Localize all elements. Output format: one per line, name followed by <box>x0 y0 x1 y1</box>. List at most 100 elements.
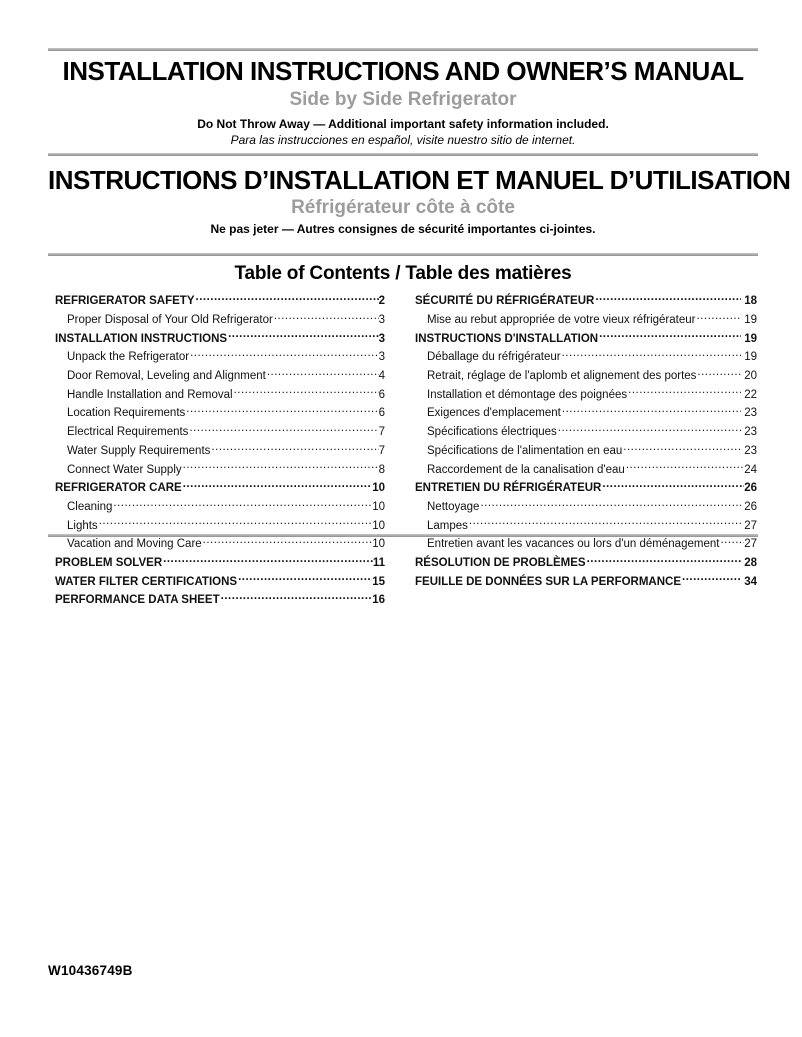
toc-dot-leader <box>233 383 379 397</box>
toc-dot-leader <box>210 440 378 454</box>
toc-dot-leader <box>594 290 741 304</box>
toc-entry-label: WATER FILTER CERTIFICATIONS <box>55 575 238 588</box>
toc-entry: Connect Water Supply 8 <box>55 458 385 477</box>
toc-dot-leader <box>681 570 741 584</box>
toc-dot-leader <box>557 421 741 435</box>
toc-entry-page: 16 <box>372 594 385 607</box>
toc-entry-page: 34 <box>741 575 757 588</box>
toc-dot-leader <box>695 309 741 323</box>
toc-dot-leader <box>220 589 373 603</box>
toc-entry-label: Vacation and Moving Care <box>67 538 202 551</box>
toc-entry-page: 19 <box>741 332 757 345</box>
toc-entry-page: 10 <box>372 500 385 513</box>
toc-entry-label: Water Supply Requirements <box>67 444 211 457</box>
toc-entry: Nettoyage 26 <box>415 496 757 515</box>
toc-dot-leader <box>162 552 373 566</box>
toc-entry-label: REFRIGERATOR SAFETY <box>55 295 195 308</box>
toc-entry: INSTALLATION INSTRUCTIONS 3 <box>55 327 385 346</box>
toc-dot-leader <box>266 365 379 379</box>
toc-entry-label: Location Requirements <box>67 407 186 420</box>
toc-entry-label: Unpack the Refrigerator <box>67 351 190 364</box>
toc-entry-label: Spécifications de l'alimentation en eau <box>427 444 623 457</box>
toc-dot-leader <box>185 402 378 416</box>
toc-dot-leader <box>195 290 379 304</box>
toc-entry: Cleaning 10 <box>55 496 385 515</box>
toc-entry: Spécifications électriques 23 <box>415 421 757 440</box>
toc-entry: Door Removal, Leveling and Alignment 4 <box>55 365 385 384</box>
toc-entry-label: INSTRUCTIONS D'INSTALLATION <box>415 332 599 345</box>
toc-entry-label: ENTRETIEN DU RÉFRIGÉRATEUR <box>415 482 602 495</box>
toc-entry: Lampes 27 <box>415 514 757 533</box>
toc-dot-leader <box>696 365 741 379</box>
toc-entry-page: 6 <box>378 388 385 401</box>
toc-entry-label: INSTALLATION INSTRUCTIONS <box>55 332 228 345</box>
toc-entry-label: Proper Disposal of Your Old Refrigerator <box>67 314 273 327</box>
toc-entry: REFRIGERATOR CARE 10 <box>55 477 385 496</box>
toc-entry-label: Entretien avant les vacances ou lors d'u… <box>427 538 720 551</box>
toc-dot-leader <box>98 514 373 528</box>
toc-dot-leader <box>112 496 372 510</box>
toc-entry-page: 3 <box>378 314 385 327</box>
subtitle-english: Side by Side Refrigerator <box>289 89 517 110</box>
toc-dot-leader <box>189 346 379 360</box>
toc-entry: Exigences d'emplacement 23 <box>415 402 757 421</box>
toc-entry-label: Spécifications électriques <box>427 426 557 439</box>
title-french: INSTRUCTIONS D’INSTALLATION ET MANUEL D’… <box>48 165 791 195</box>
toc-entry-page: 19 <box>741 314 757 327</box>
toc-entry-label: SÉCURITÉ DU RÉFRIGÉRATEUR <box>415 295 595 308</box>
toc-dot-leader <box>182 458 379 472</box>
toc-entry-page: 6 <box>378 407 385 420</box>
note-english-bold: Do Not Throw Away — Additional important… <box>197 117 609 131</box>
toc-dot-leader <box>237 570 372 584</box>
toc-entry-page: 26 <box>744 482 757 495</box>
toc-dot-leader <box>586 552 741 566</box>
toc-entry-page: 15 <box>372 575 385 588</box>
toc-entry: Water Supply Requirements 7 <box>55 440 385 459</box>
toc-entry: Raccordement de la canalisation d'eau 24 <box>415 458 757 477</box>
toc-entry: ENTRETIEN DU RÉFRIGÉRATEUR 26 <box>415 477 757 496</box>
toc-entry: Installation et démontage des poignées 2… <box>415 383 757 402</box>
toc-entry: Mise au rebut appropriée de votre vieux … <box>415 309 757 328</box>
toc-dot-leader <box>598 327 741 341</box>
toc-entry-label: Déballage du réfrigérateur <box>427 351 561 364</box>
divider-middle <box>48 153 758 156</box>
toc-entry-label: Door Removal, Leveling and Alignment <box>67 370 266 383</box>
toc-entry-label: FEUILLE DE DONNÉES SUR LA PERFORMANCE <box>415 575 682 588</box>
toc-entry: INSTRUCTIONS D'INSTALLATION 19 <box>415 327 757 346</box>
toc-dot-leader <box>561 402 741 416</box>
toc-entry: Déballage du réfrigérateur 19 <box>415 346 757 365</box>
toc-dot-leader <box>188 421 378 435</box>
toc-entry: FEUILLE DE DONNÉES SUR LA PERFORMANCE 34 <box>415 570 757 589</box>
toc-entry-page: 28 <box>741 556 757 569</box>
toc-entry: Location Requirements 6 <box>55 402 385 421</box>
toc-heading: Table of Contents / Table des matières <box>234 263 572 284</box>
toc-entry-label: Handle Installation and Removal <box>67 388 233 401</box>
toc-entry-label: Installation et démontage des poignées <box>427 388 628 401</box>
toc-entry-label: Retrait, réglage de l'aplomb et aligneme… <box>427 370 697 383</box>
toc-entry-page: 3 <box>378 351 385 364</box>
toc-entry-page: 20 <box>741 370 757 383</box>
toc-entry: SÉCURITÉ DU RÉFRIGÉRATEUR 18 <box>415 290 757 309</box>
toc-entry: PROBLEM SOLVER 11 <box>55 552 385 571</box>
toc-entry-page: 27 <box>744 538 757 551</box>
toc-entry-page: 23 <box>741 407 757 420</box>
toc-entry-label: Cleaning <box>67 500 113 513</box>
toc-dot-leader <box>479 496 741 510</box>
toc-entry-page: 10 <box>372 482 385 495</box>
toc-entry: Electrical Requirements 7 <box>55 421 385 440</box>
toc-entry-page: 3 <box>378 332 385 345</box>
toc-entry: WATER FILTER CERTIFICATIONS 15 <box>55 570 385 589</box>
toc-entry: Handle Installation and Removal 6 <box>55 383 385 402</box>
toc-entry-label: Electrical Requirements <box>67 426 189 439</box>
toc-column-english: REFRIGERATOR SAFETY2Proper Disposal of Y… <box>55 290 385 608</box>
toc-entry-page: 10 <box>372 538 385 551</box>
toc-entry: Proper Disposal of Your Old Refrigerator… <box>55 309 385 328</box>
toc-column-french: SÉCURITÉ DU RÉFRIGÉRATEUR 18 Mise au rebu… <box>415 290 757 589</box>
toc-entry-page: 4 <box>378 370 385 383</box>
toc-entry-page: 27 <box>741 519 757 532</box>
toc-entry-label: REFRIGERATOR CARE <box>55 482 182 495</box>
toc-entry-label: Mise au rebut appropriée de votre vieux … <box>427 314 696 327</box>
toc-entry-page: 26 <box>741 500 757 513</box>
part-number: W10436749B <box>48 963 133 978</box>
